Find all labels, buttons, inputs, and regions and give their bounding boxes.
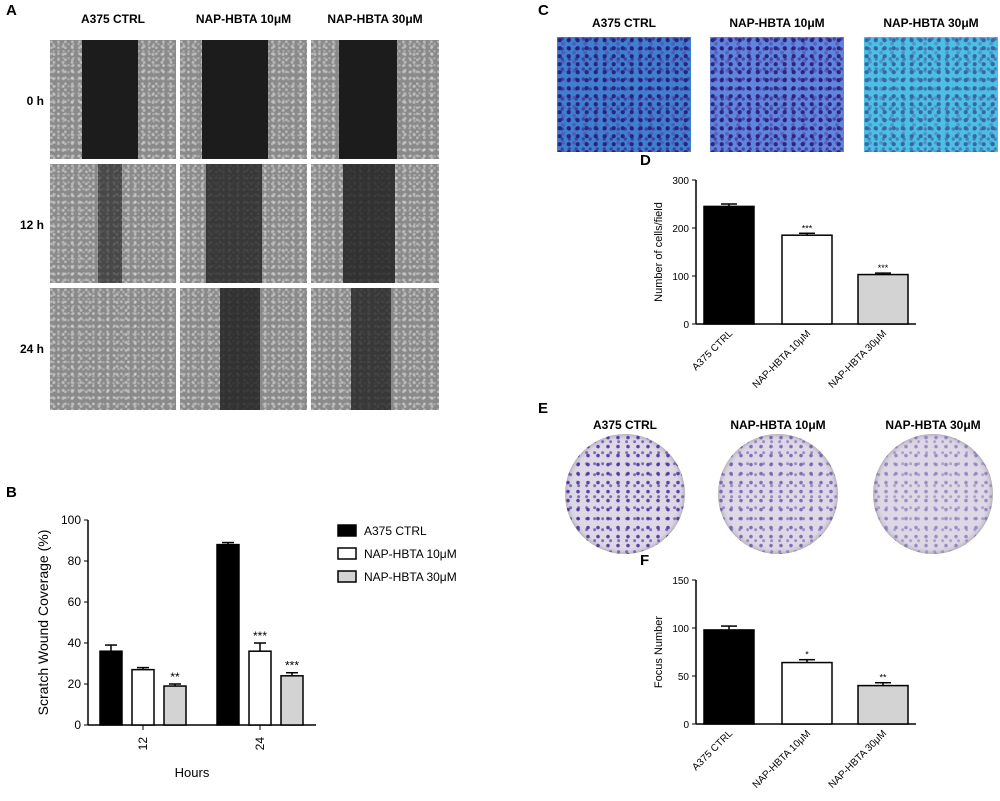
transwell-header-nap10: NAP-HBTA 10μM: [729, 16, 825, 30]
wound-image-ctrl-24h: [50, 288, 176, 410]
bar: [163, 685, 187, 726]
significance-label: **: [879, 673, 887, 683]
wound-image-ctrl-0h: [50, 40, 176, 159]
x-tick-label: A375 CTRL: [690, 728, 735, 773]
wound-image-nap10-0h: [180, 40, 307, 159]
wound-image-nap30-24h: [311, 288, 439, 410]
legend-swatch: [337, 547, 357, 560]
y-axis-label: Focus Number: [653, 616, 665, 688]
significance-label: ***: [285, 659, 299, 673]
bar: [131, 668, 155, 726]
wound-image-nap30-0h: [311, 40, 439, 159]
x-axis-label: Hours: [175, 765, 210, 780]
bar: [248, 650, 272, 726]
y-tick-label: 50: [678, 672, 690, 683]
y-tick-label: 0: [683, 320, 689, 331]
column-header-nap30: NAP-HBTA 30μM: [327, 12, 423, 26]
y-tick-label: 60: [68, 595, 82, 609]
transwell-image-ctrl: [557, 37, 691, 152]
transwell-header-nap30: NAP-HBTA 30μM: [883, 16, 979, 30]
row-header-24h: 24 h: [19, 342, 44, 356]
x-tick-label: 12: [136, 737, 150, 751]
panel-label-e: E: [538, 400, 549, 417]
colony-header-ctrl: A375 CTRL: [592, 418, 657, 432]
x-tick-label: 24: [253, 737, 267, 751]
bar: [99, 650, 123, 726]
legend-swatch: [337, 524, 357, 537]
x-tick-label: NAP-HBTA 30μM: [827, 728, 889, 790]
y-tick-label: 100: [61, 513, 81, 527]
panel-label-f: F: [640, 552, 650, 569]
bar: [703, 205, 755, 325]
row-header-0h: 0 h: [26, 94, 44, 108]
y-tick-label: 300: [672, 176, 689, 187]
colony-header-nap10: NAP-HBTA 10μM: [730, 418, 826, 432]
chart-d: 0 100 200 300 A375 CTRL *** NAP-HBTA 10μM *** NA…: [653, 176, 916, 391]
significance-label: ***: [802, 223, 813, 233]
transwell-header-ctrl: A375 CTRL: [591, 16, 656, 30]
panel-label-b: B: [6, 484, 17, 501]
y-tick-label: 20: [68, 677, 82, 691]
colony-dish-nap30: [873, 434, 993, 554]
x-tick-label: NAP-HBTA 10μM: [751, 328, 813, 390]
panel-label-d: D: [640, 152, 651, 169]
legend-label: A375 CTRL: [364, 524, 427, 538]
y-tick-label: 100: [672, 272, 689, 283]
colony-header-nap30: NAP-HBTA 30μM: [885, 418, 981, 432]
legend-swatch: [337, 570, 357, 583]
wound-image-nap10-24h: [180, 288, 307, 410]
panel-label-a: A: [6, 2, 17, 19]
row-header-12h: 12 h: [19, 218, 44, 232]
wound-image-ctrl-12h: [50, 164, 176, 283]
significance-label: **: [170, 670, 180, 684]
chart-b: 0 20 40 60 80 100 12 ** 24 *** *** Scratch Wound Co…: [35, 513, 457, 780]
bar: [781, 234, 833, 325]
bar: [857, 273, 909, 325]
x-tick-label: A375 CTRL: [690, 328, 735, 373]
y-tick-label: 150: [672, 576, 689, 587]
colony-dish-nap10: [718, 434, 838, 554]
colony-dish-ctrl: [565, 434, 685, 554]
y-axis-label: Scratch Wound Coverage (%): [35, 530, 51, 716]
bar: [857, 684, 909, 725]
bar: [216, 543, 240, 726]
transwell-image-nap10: [710, 37, 844, 152]
panel-label-c: C: [538, 2, 549, 19]
y-tick-label: 40: [68, 636, 82, 650]
x-tick-label: NAP-HBTA 10μM: [751, 728, 813, 790]
significance-label: ***: [878, 263, 889, 273]
bar: [781, 661, 833, 725]
y-tick-label: 0: [74, 718, 81, 732]
chart-f: 0 50 100 150 A375 CTRL * NAP-HBTA 10μM ** NAP-HB…: [653, 576, 916, 791]
column-header-ctrl: A375 CTRL: [80, 12, 145, 26]
transwell-image-nap30: [864, 37, 998, 152]
bar: [703, 629, 755, 725]
significance-label: *: [805, 650, 809, 660]
y-axis-label: Number of cells/field: [653, 202, 665, 302]
legend-label: NAP-HBTA 10μM: [364, 547, 457, 561]
bar: [280, 675, 304, 726]
y-tick-label: 200: [672, 224, 689, 235]
wound-image-nap30-12h: [311, 164, 439, 283]
x-tick-label: NAP-HBTA 30μM: [827, 328, 889, 390]
y-tick-label: 80: [68, 554, 82, 568]
y-tick-label: 100: [672, 624, 689, 635]
significance-label: ***: [253, 629, 267, 643]
y-tick-label: 0: [683, 720, 689, 731]
column-header-nap10: NAP-HBTA 10μM: [195, 12, 292, 26]
wound-image-nap10-12h: [180, 164, 307, 283]
legend-label: NAP-HBTA 30μM: [364, 570, 457, 584]
